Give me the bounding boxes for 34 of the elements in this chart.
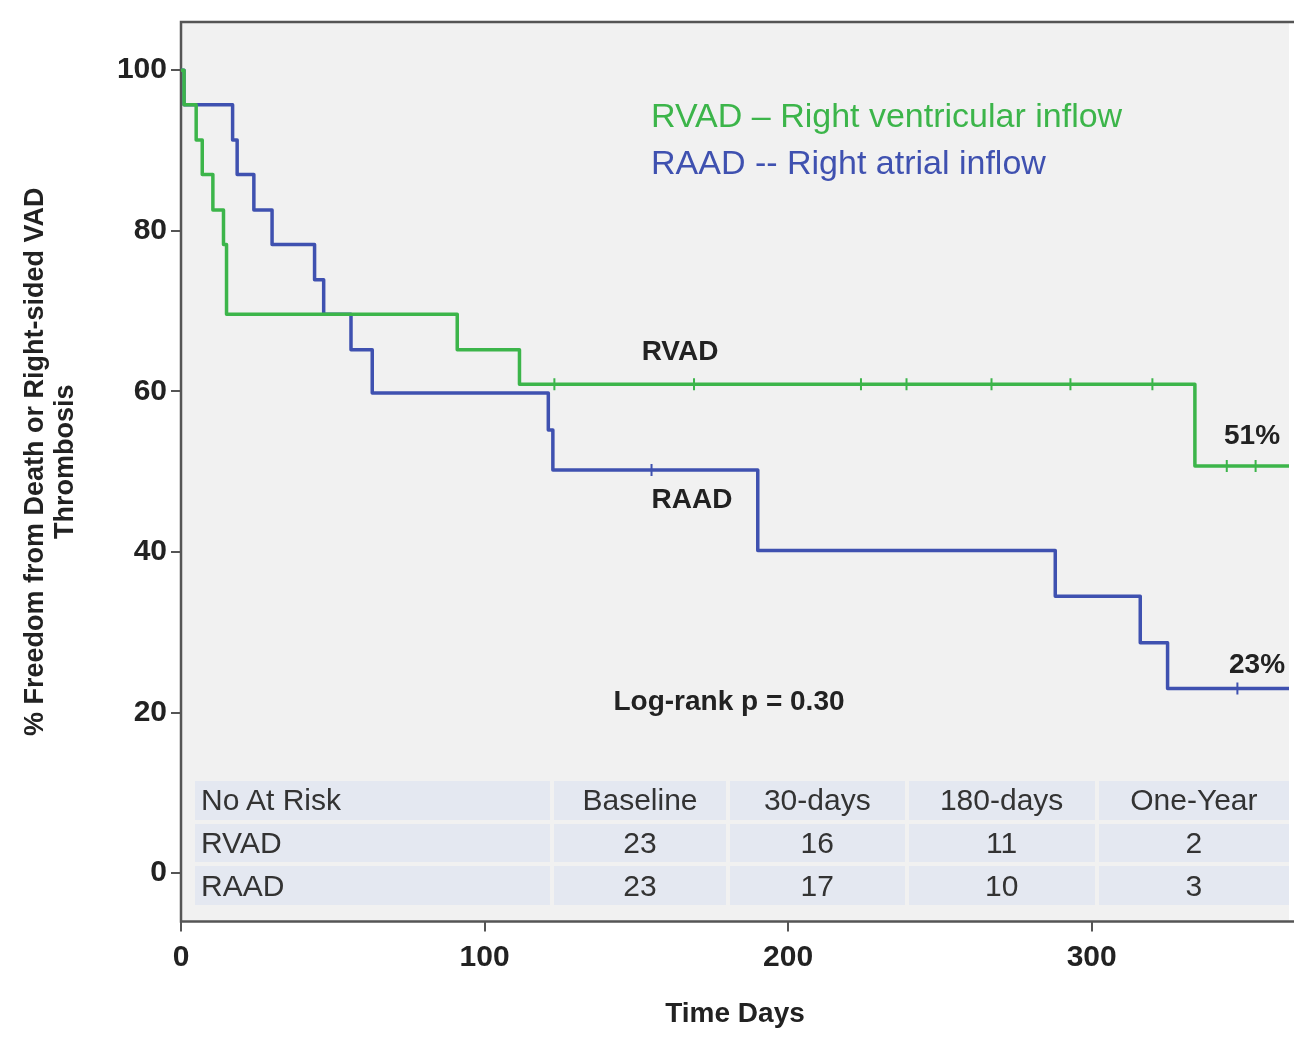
annotation: Baseline (553, 781, 727, 820)
annotation: No At Risk (195, 781, 550, 820)
annotation: One-Year (1098, 781, 1289, 820)
annotation: RVAD (641, 334, 719, 366)
y-tick-label: 0 (150, 854, 167, 888)
annotation: RAAD (651, 482, 733, 514)
y-tick-label: 80 (133, 212, 167, 246)
x-axis-title: Time Days (665, 996, 805, 1028)
annotation: 2 (1098, 823, 1289, 863)
y-tick-label: 100 (116, 51, 167, 85)
annotation: 180-days (908, 781, 1095, 820)
y-tick-label: 20 (133, 693, 167, 727)
annotation: 23% (1228, 647, 1286, 679)
y-tick-label: 60 (133, 372, 167, 406)
text: RAAD -- Right atrial inflow (651, 143, 1047, 182)
x-tick-label: 100 (459, 938, 510, 972)
annotation: 30-days (730, 781, 905, 820)
annotation: 17 (730, 866, 905, 905)
annotation: 23 (553, 866, 727, 905)
y-axis-title: % Freedom from Death or Right-sided VAD Thrombosis (19, 187, 80, 736)
annotation: 51% (1223, 418, 1281, 450)
annotation: RVAD (195, 823, 550, 863)
y-tick-label: 40 (133, 533, 167, 567)
annotation: 10 (908, 866, 1095, 905)
x-tick-label: 300 (1066, 938, 1117, 972)
x-tick-label: 200 (763, 938, 814, 972)
annotation: 11 (908, 823, 1095, 863)
x-tick-label: 0 (172, 938, 190, 972)
annotation: 16 (730, 823, 905, 863)
annotation: Log-rank p = 0.30 (613, 684, 845, 716)
annotation: RAAD (195, 866, 550, 905)
text: RVAD – Right ventricular inflow (651, 96, 1123, 135)
annotation: 23 (553, 823, 727, 863)
annotation: 3 (1098, 866, 1289, 905)
